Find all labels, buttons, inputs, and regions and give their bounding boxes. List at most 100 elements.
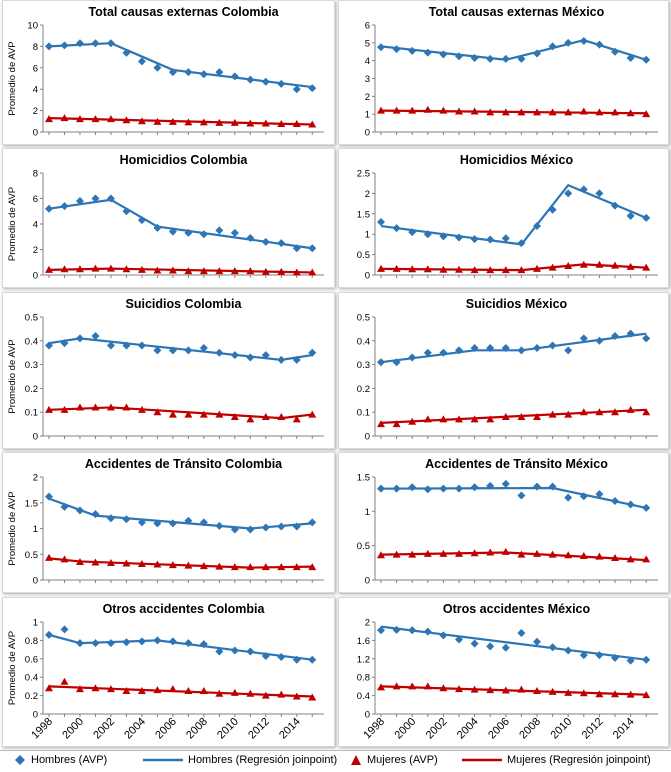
hombres-point	[517, 346, 526, 355]
mujeres-point	[122, 265, 131, 273]
hombres-point	[486, 54, 495, 63]
hombres-point	[308, 518, 317, 527]
x-tick-label: 2008	[184, 716, 210, 742]
hombres-point	[579, 651, 588, 660]
mujeres-point	[377, 264, 385, 272]
hombres-point	[60, 502, 69, 511]
mujeres-point	[455, 107, 463, 115]
mujeres-point	[455, 549, 463, 557]
hombres-point	[75, 506, 84, 515]
mujeres-point	[611, 108, 619, 116]
mujeres-point	[122, 687, 131, 694]
mujeres-point	[91, 403, 100, 411]
hombres-point	[455, 346, 463, 355]
mujeres-point	[230, 688, 239, 696]
mujeres-point	[91, 115, 100, 123]
y-axis-label: Promedio de AVP	[7, 187, 18, 261]
mujeres-point	[106, 559, 115, 567]
hombres-point	[439, 348, 448, 357]
hombres-point	[122, 207, 131, 216]
hombres-point	[45, 492, 53, 501]
hombres-point	[595, 40, 604, 49]
mujeres-point	[408, 682, 417, 690]
mujeres-regression-line	[48, 406, 313, 420]
y-tick-label: 0	[33, 271, 38, 282]
chart-svg: Homicidios México 0 0.5 1 1.5 2 2.5	[357, 153, 658, 282]
legend-mujeres-reg-label: Mujeres (Regresión joinpoint)	[507, 754, 651, 766]
mujeres-point	[439, 265, 448, 273]
mujeres-point	[106, 685, 115, 693]
mujeres-point	[60, 265, 69, 273]
hombres-regression-line	[380, 625, 647, 661]
hombres-point	[579, 492, 588, 501]
y-tick-label: 5	[365, 38, 370, 49]
mujeres-point	[261, 691, 270, 699]
mujeres-point	[122, 559, 131, 567]
hombres-point	[277, 652, 286, 661]
x-tick-label: 2012	[580, 716, 606, 742]
mujeres-point	[392, 106, 401, 114]
blue-line-icon	[143, 758, 183, 762]
hombres-point	[153, 519, 162, 528]
y-tick-label: 0	[33, 128, 38, 139]
hombres-point	[377, 217, 385, 226]
mujeres-point	[486, 686, 495, 694]
mujeres-point	[423, 415, 432, 423]
hombres-point	[60, 339, 69, 348]
chart-panel: Suicidios México 0 0.1 0.2 0.3 0.4 0.5	[338, 292, 669, 449]
hombres-point	[277, 522, 286, 531]
mujeres-regression-line	[380, 685, 647, 696]
hombres-point	[153, 223, 162, 232]
hombres-point	[261, 77, 270, 86]
x-tick-label: 2002	[424, 716, 450, 742]
y-tick-label: 1.5	[25, 498, 38, 509]
chart-panel: Homicidios México 0 0.5 1 1.5 2 2.5	[338, 148, 669, 288]
hombres-point	[168, 519, 177, 528]
mujeres-point	[439, 415, 448, 423]
hombres-point	[611, 47, 619, 56]
hombres-point	[91, 639, 100, 648]
chart-panel: Suicidios Colombia Promedio de AVP 0 0.1 0.2…	[2, 292, 335, 449]
hombres-point	[626, 211, 635, 220]
y-tick-label: 1	[365, 230, 370, 241]
legend-hombres-avp-label: Hombres (AVP)	[31, 754, 108, 766]
mujeres-point	[533, 412, 541, 420]
hombres-regression-line	[48, 633, 313, 661]
hombres-point	[439, 631, 448, 640]
mujeres-point	[168, 685, 177, 693]
hombres-point	[611, 653, 619, 662]
chart-title: Otros accidentes Colombia	[103, 602, 266, 616]
y-tick-label: 0.2	[25, 384, 38, 395]
hombres-point	[45, 341, 53, 350]
mujeres-point	[75, 403, 84, 411]
mujeres-point	[199, 410, 208, 418]
hombres-point	[122, 48, 131, 57]
chart-svg: Total causas externas Colombia Promedio d…	[7, 5, 324, 139]
hombres-point	[215, 521, 224, 530]
hombres-regression-line	[380, 332, 647, 364]
y-tick-label: 0.2	[25, 691, 38, 702]
hombres-point	[91, 510, 100, 519]
mujeres-point	[215, 410, 224, 418]
y-tick-label: 0.6	[25, 654, 38, 665]
mujeres-point	[470, 549, 479, 557]
y-axis-label: Promedio de AVP	[7, 491, 18, 565]
hombres-point	[486, 235, 495, 244]
hombres-point	[75, 39, 84, 48]
hombres-point	[308, 348, 317, 357]
mujeres-point	[292, 119, 301, 127]
y-tick-label: 0	[365, 128, 370, 139]
mujeres-point	[517, 266, 526, 274]
hombres-point	[626, 500, 635, 509]
mujeres-regression-line	[380, 263, 647, 272]
mujeres-point	[277, 119, 286, 127]
mujeres-point	[626, 262, 635, 270]
chart-panel: Accidentes de Tránsito México 0 0.5 1 1.5	[338, 452, 669, 593]
hombres-point	[199, 70, 208, 79]
chart-title: Homicidios México	[460, 153, 574, 167]
mujeres-point	[230, 267, 239, 275]
mujeres-point	[106, 264, 115, 272]
hombres-point	[60, 625, 69, 634]
mujeres-point	[137, 687, 146, 694]
y-tick-label: 2	[365, 189, 370, 200]
